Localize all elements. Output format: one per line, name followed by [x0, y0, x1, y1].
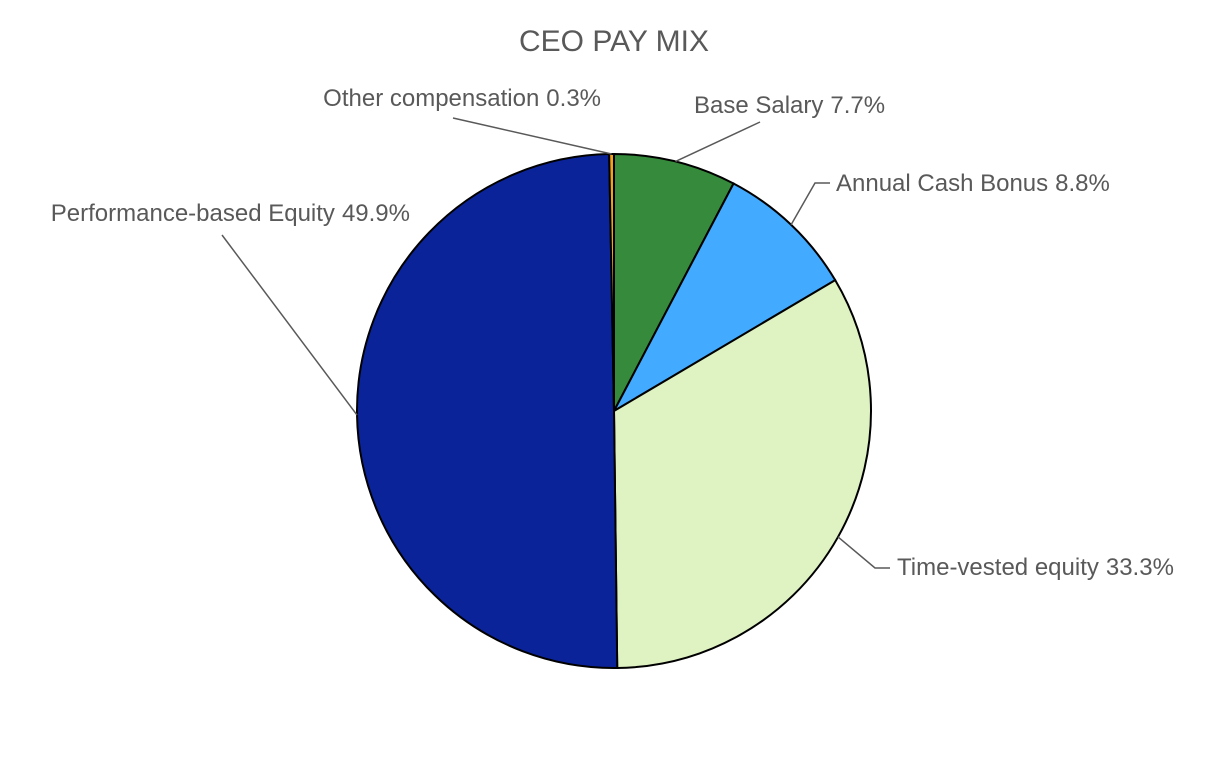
value-label: 8.8% — [1055, 170, 1110, 197]
category-label: Time-vested equity — [897, 554, 1099, 581]
data-label: Performance-based Equity 49.9% — [51, 200, 410, 227]
data-label: Base Salary 7.7% — [694, 92, 885, 119]
value-label: 49.9% — [342, 200, 410, 227]
category-label: Annual Cash Bonus — [836, 170, 1048, 197]
leader-line — [675, 121, 761, 163]
value-label: 7.7% — [830, 92, 885, 119]
data-label: Other compensation 0.3% — [323, 85, 601, 112]
leader-line — [837, 536, 890, 569]
chart-title: CEO PAY MIX — [519, 25, 709, 58]
pie-slice — [612, 278, 872, 669]
value-label: 33.3% — [1106, 554, 1174, 581]
category-label: Other compensation — [323, 85, 539, 112]
pie-slice — [611, 182, 837, 414]
leader-line — [452, 117, 612, 155]
data-label: Annual Cash Bonus 8.8% — [836, 170, 1110, 197]
value-label: 0.3% — [546, 85, 601, 112]
category-label: Base Salary — [694, 92, 823, 119]
leader-line — [221, 234, 358, 416]
data-label: Time-vested equity 33.3% — [897, 554, 1174, 581]
leader-line — [790, 182, 830, 226]
pie-slice — [613, 152, 735, 412]
category-label: Performance-based Equity — [51, 200, 335, 227]
pie-slice — [356, 153, 619, 669]
